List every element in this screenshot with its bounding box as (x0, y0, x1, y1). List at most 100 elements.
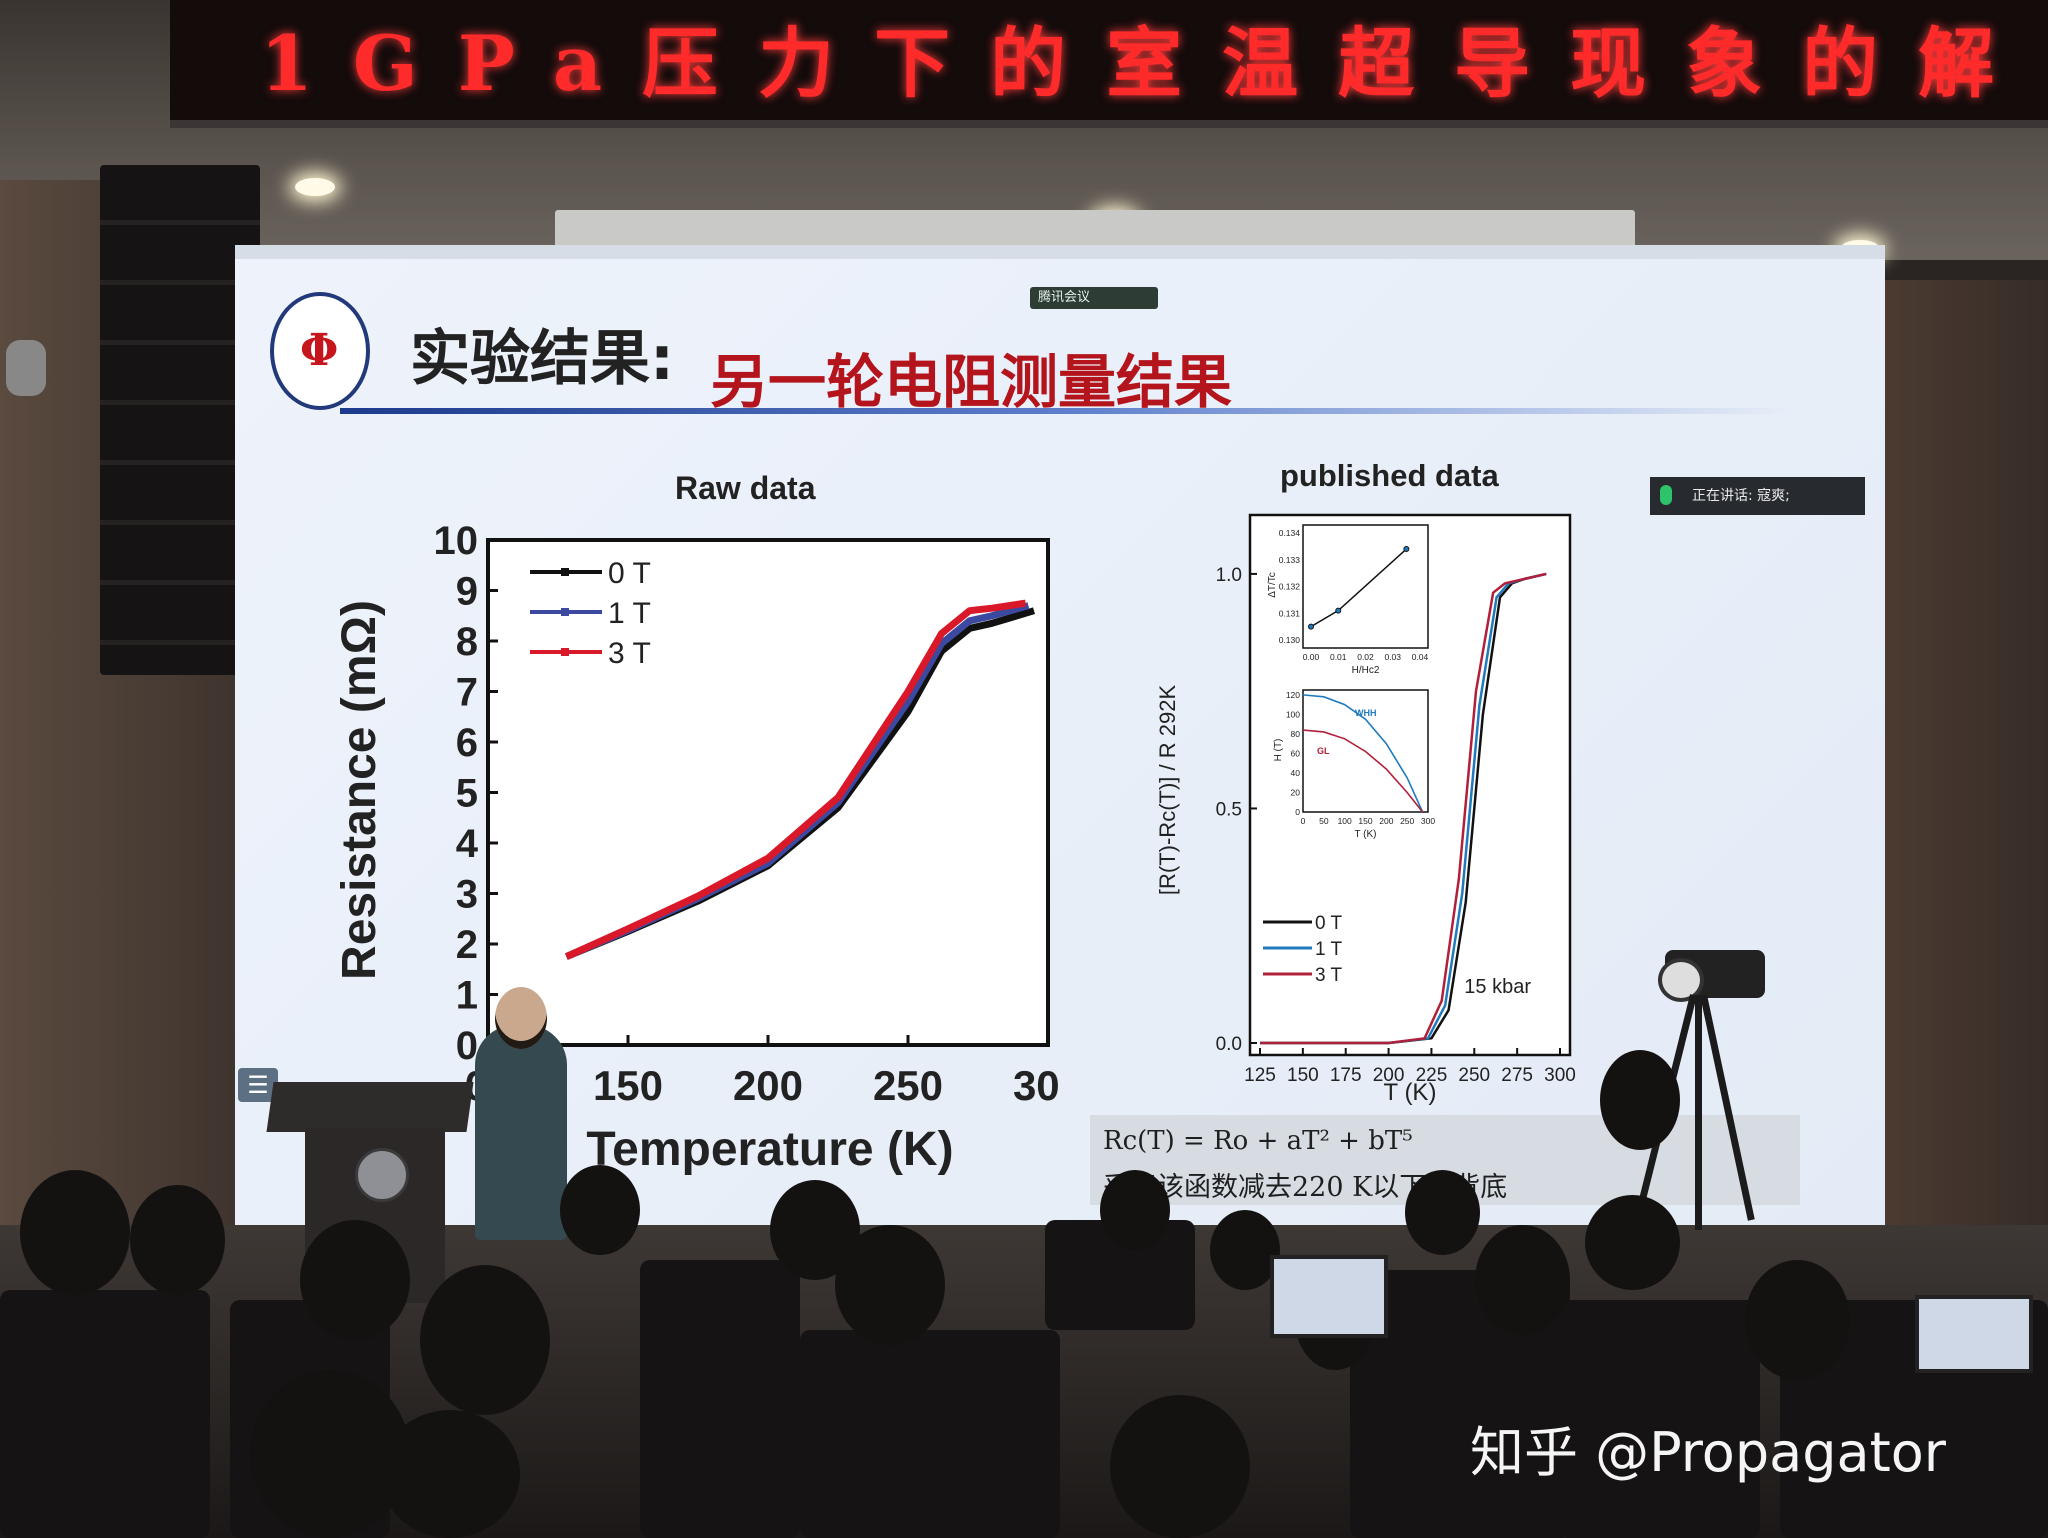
left-y-tick-label: 7 (456, 671, 478, 715)
menu-button[interactable]: ☰ (238, 1068, 278, 1102)
left-legend-marker (561, 648, 569, 656)
inset1-x-tick-label: 0.01 (1330, 652, 1347, 662)
inset2-x-tick-label: 50 (1319, 816, 1329, 826)
inset1-x-tick-label: 0.03 (1384, 652, 1401, 662)
audience-head (560, 1165, 640, 1255)
pressure-annotation: 15 kbar (1464, 976, 1531, 998)
right-chart-title: published data (1280, 458, 1499, 493)
right-x-tick-label: 225 (1416, 1065, 1448, 1086)
screen-top-edge (235, 245, 1885, 259)
left-legend-marker (561, 568, 569, 576)
inset2-y-tick-label: 40 (1291, 768, 1301, 778)
audience-head (1405, 1170, 1480, 1255)
left-legend-label: 3 T (608, 637, 651, 670)
right-wall (1860, 280, 2048, 1280)
security-camera-icon (6, 340, 46, 396)
audience-head (1475, 1225, 1570, 1335)
presenter (475, 1025, 567, 1240)
formula-equation: Rc(T) = Ro + aT² + bT⁵ (1103, 1126, 1413, 1156)
right-y-axis-label: [R(T)-Rc(T)] / R 292K (1155, 685, 1180, 896)
watermark: 知乎 @Propagator (1470, 1421, 1946, 1484)
left-y-tick-label: 4 (456, 822, 479, 866)
podium-top (266, 1082, 474, 1132)
left-legend-marker (561, 608, 569, 616)
left-x-tick-label: 200 (733, 1062, 803, 1109)
institute-logo-mark: Φ (300, 325, 339, 376)
inset2-x-tick-label: 100 (1338, 816, 1352, 826)
inset2-y-tick-label: 0 (1295, 807, 1300, 817)
speaking-indicator: 正在讲话: 寇爽; (1650, 477, 1865, 515)
audience-seat (0, 1290, 210, 1538)
inset1-y-tick-label: 0.132 (1279, 582, 1301, 592)
right-x-tick-label: 125 (1244, 1065, 1276, 1086)
audience-seat (640, 1260, 800, 1538)
inset2-line (1302, 694, 1424, 813)
inset1-y-tick-label: 0.130 (1279, 635, 1301, 645)
inset1-x-tick-label: 0.00 (1303, 652, 1320, 662)
inset2-x-label: T (K) (1354, 829, 1376, 840)
inset2-y-tick-label: 100 (1286, 709, 1300, 719)
right-x-tick-label: 250 (1458, 1065, 1490, 1086)
inset1-point (1308, 623, 1314, 630)
left-x-tick-label: 250 (873, 1062, 943, 1109)
right-series-line (1260, 572, 1547, 1045)
audience-head (20, 1170, 130, 1295)
presenter-head (495, 987, 547, 1049)
inset2-series-label: GL (1317, 746, 1330, 756)
inset2-x-tick-label: 0 (1301, 816, 1306, 826)
laptop-screen (1270, 1255, 1388, 1338)
left-legend-label: 0 T (608, 557, 651, 590)
audience-head (380, 1410, 520, 1538)
inset2-y-tick-label: 60 (1291, 748, 1301, 758)
inset1-point (1335, 607, 1342, 614)
audience-head (1585, 1195, 1680, 1290)
audience-seat (800, 1330, 1060, 1538)
inset1-y-tick-label: 0.133 (1279, 555, 1301, 565)
left-y-tick-label: 0 (456, 1024, 478, 1068)
left-y-tick-label: 5 (456, 772, 478, 816)
inset1-x-label: H/Hc2 (1352, 665, 1380, 676)
inset1-y-label: ΔT/Tc (1267, 572, 1278, 598)
right-legend-label: 0 T (1315, 913, 1343, 934)
audience-head (420, 1265, 550, 1415)
projector-rail (555, 210, 1635, 250)
inset2-series-label: WHH (1355, 708, 1377, 718)
inset2-y-label: H (T) (1273, 739, 1284, 762)
inset1-y-tick-label: 0.134 (1279, 528, 1301, 538)
inset1-x-tick-label: 0.02 (1357, 652, 1374, 662)
inset2-x-tick-label: 200 (1379, 816, 1393, 826)
audience-head (1110, 1395, 1250, 1538)
institute-logo (270, 292, 370, 410)
camera-lens (1658, 958, 1704, 1002)
right-x-tick-label: 275 (1501, 1065, 1533, 1086)
led-banner: 1GPa压力下的室温超导现象的解 (170, 0, 2048, 128)
inset2-y-tick-label: 120 (1286, 690, 1300, 700)
inset2-x-tick-label: 300 (1421, 816, 1435, 826)
left-y-tick-label: 6 (456, 721, 478, 765)
inset2-x-tick-label: 250 (1400, 816, 1414, 826)
left-x-axis-label: Temperature (K) (586, 1123, 953, 1176)
audience-head (835, 1225, 945, 1345)
audience-seat (1560, 1300, 1760, 1538)
meeting-app-tag: 腾讯会议 (1030, 287, 1158, 309)
microphone-icon (1660, 485, 1672, 505)
right-x-tick-label: 300 (1544, 1065, 1576, 1086)
published-data-chart: 0.00.51.0 125 150 175 200 225 250 275 300 0 T1 … (1155, 513, 1576, 1106)
left-y-axis-label: Resistance (mΩ) (340, 600, 386, 980)
left-y-tick-label: 10 (434, 519, 479, 563)
left-x-tick-label: 300 (1013, 1062, 1060, 1109)
audience-head (1210, 1210, 1280, 1290)
left-legend-label: 1 T (608, 597, 651, 630)
slide-title-prefix: 实验结果: (410, 324, 674, 394)
tripod-leg (1695, 995, 1702, 1230)
right-x-tick-label: 200 (1373, 1065, 1405, 1086)
right-y-tick-label: 0.5 (1216, 799, 1242, 820)
inset1-y-tick-label: 0.131 (1279, 608, 1301, 618)
inset1-point (1403, 546, 1410, 553)
inset2-line (1302, 729, 1424, 813)
slide-title: 另一轮电阻测量结果 (710, 348, 1233, 416)
inset2-x-tick-label: 150 (1358, 816, 1372, 826)
led-banner-text: 1GPa压力下的室温超导现象的解 (260, 19, 2035, 108)
right-x-tick-label: 175 (1330, 1065, 1362, 1086)
